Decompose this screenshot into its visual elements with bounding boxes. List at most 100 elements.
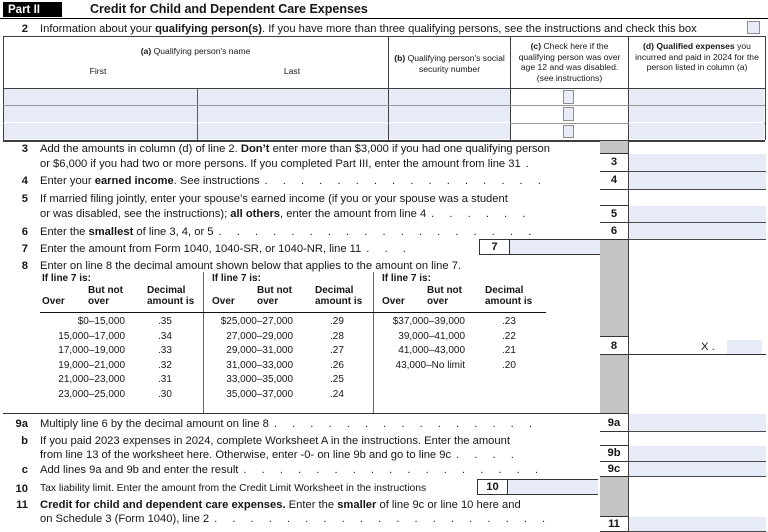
decimal-group2-header: If line 7 is: xyxy=(212,273,261,284)
line6-text: Enter the smallest of line 3, 4, or 5. .… xyxy=(40,225,532,238)
divider xyxy=(373,272,374,413)
person-1-qualified-expenses-field[interactable] xyxy=(629,88,764,105)
line7-number: 7 xyxy=(21,242,28,255)
part-ii-title: Credit for Child and Dependent Care Expe… xyxy=(90,2,368,16)
decimal-cell: .20 xyxy=(502,359,516,371)
line2-more-persons-checkbox[interactable] xyxy=(747,21,760,34)
divider xyxy=(3,36,765,37)
divider xyxy=(197,88,198,140)
spacer-cell xyxy=(600,189,628,206)
decimal-cell: .21 xyxy=(502,345,516,356)
person-2-disabled-checkbox[interactable] xyxy=(563,107,574,121)
line4-box-label: 4 xyxy=(600,171,628,190)
line9b-text-row2: from line 13 of the worksheet here. Othe… xyxy=(40,449,514,461)
over-header: Over xyxy=(212,296,235,307)
range-cell: 15,000–17,000 xyxy=(58,330,125,342)
range-cell: 21,000–23,000 xyxy=(58,374,125,385)
line3-amount-field[interactable] xyxy=(629,153,766,172)
line9a-box-label: 9a xyxy=(600,414,628,432)
person-row-1 xyxy=(0,88,768,106)
person-2-first-name-field[interactable] xyxy=(4,105,197,122)
line3-number: 3 xyxy=(21,143,28,155)
person-2-last-name-field[interactable] xyxy=(198,105,388,122)
line9b-amount-field[interactable] xyxy=(629,446,766,462)
line9c-number: c xyxy=(21,464,28,476)
line11-number: 11 xyxy=(16,498,28,511)
decimal-cell: .33 xyxy=(158,345,172,356)
part-ii-badge: Part II xyxy=(3,2,62,17)
part-ii-badge-label: Part II xyxy=(8,3,40,16)
line9c-amount-field[interactable] xyxy=(629,461,766,477)
decimal-amount-header: Decimal amount is xyxy=(147,285,195,307)
decimal-cell: .23 xyxy=(502,316,516,327)
decimal-cell: .24 xyxy=(330,388,344,400)
range-cell: 31,000–33,000 xyxy=(226,359,293,371)
shaded-cell xyxy=(600,240,628,337)
line9a-text: Multiply line 6 by the decimal amount on… xyxy=(40,418,532,430)
person-1-disabled-checkbox[interactable] xyxy=(563,90,574,104)
divider xyxy=(3,122,765,124)
shaded-cell xyxy=(600,140,628,154)
line7-amount-field[interactable] xyxy=(510,238,600,255)
decimal-cell: .25 xyxy=(330,374,344,385)
person-3-last-name-field[interactable] xyxy=(198,123,388,140)
line6-number: 6 xyxy=(21,225,28,238)
col-a-header: (a) Qualifying person's name xyxy=(140,46,251,56)
line5-text-row2: or was disabled, see the instructions); … xyxy=(40,207,526,220)
line8-decimal-field[interactable] xyxy=(727,339,762,354)
person-2-ssn-field[interactable] xyxy=(389,105,510,122)
decimal-cell: .26 xyxy=(330,359,344,371)
line9b-number: b xyxy=(21,434,28,447)
line8-text: Enter on line 8 the decimal amount shown… xyxy=(40,259,462,272)
line7-text: Enter the amount from Form 1040, 1040-SR… xyxy=(40,242,406,255)
over-header: Over xyxy=(42,296,65,307)
col-b-header: (b) Qualifying person's social security … xyxy=(394,53,505,74)
range-cell: $25,000–27,000 xyxy=(220,316,293,327)
col-d-header: (d) Qualified expenses you incurred and … xyxy=(635,41,759,73)
decimal-amount-header: Decimal amount is xyxy=(315,285,363,307)
line7-inline-box-label: 7 xyxy=(479,238,510,255)
decimal-cell: .22 xyxy=(502,330,516,342)
decimal-cell: .35 xyxy=(158,316,172,327)
person-1-ssn-field[interactable] xyxy=(389,88,510,105)
person-3-qualified-expenses-field[interactable] xyxy=(629,123,764,140)
person-3-first-name-field[interactable] xyxy=(4,123,197,140)
line6-amount-field[interactable] xyxy=(629,223,766,240)
line3-box-label: 3 xyxy=(600,153,628,172)
person-row-3 xyxy=(0,123,768,140)
line10-amount-field[interactable] xyxy=(508,478,598,495)
line9b-text-row1: If you paid 2023 expenses in 2024, compl… xyxy=(40,434,510,447)
line9a-amount-field[interactable] xyxy=(629,414,766,432)
person-3-disabled-checkbox[interactable] xyxy=(563,124,574,139)
person-1-last-name-field[interactable] xyxy=(198,88,388,105)
col-c-header: (c) Check here if the qualifying person … xyxy=(518,41,621,83)
line9a-number: 9a xyxy=(15,418,28,430)
line9b-box-label: 9b xyxy=(600,446,628,462)
line2-number: 2 xyxy=(21,23,28,35)
line4-amount-field[interactable] xyxy=(629,171,766,190)
col-a-last-label: Last xyxy=(283,66,301,76)
line11-text-row2: on Schedule 3 (Form 1040), line 2. . . .… xyxy=(40,513,546,525)
divider xyxy=(629,354,766,355)
range-cell: 39,000–41,000 xyxy=(398,330,465,342)
range-cell: $37,000–39,000 xyxy=(392,316,465,327)
divider xyxy=(40,311,546,313)
line4-text: Enter your earned income. See instructio… xyxy=(40,175,541,187)
line5-amount-field[interactable] xyxy=(629,206,766,223)
range-cell: 41,000–43,000 xyxy=(398,345,465,356)
spacer-cell xyxy=(600,432,628,446)
range-cell: 43,000–No limit xyxy=(395,359,465,371)
decimal-cell: .31 xyxy=(158,374,172,385)
line6-box-label: 6 xyxy=(600,223,628,240)
line8-multiply-label: X . xyxy=(701,341,715,353)
line4-number: 4 xyxy=(21,175,28,187)
decimal-group1-header: If line 7 is: xyxy=(42,273,91,284)
line3-text-row2: or $6,000 if you had two or more persons… xyxy=(40,157,529,170)
person-2-qualified-expenses-field[interactable] xyxy=(629,105,764,122)
person-1-first-name-field[interactable] xyxy=(4,88,197,105)
line11-amount-field[interactable] xyxy=(629,516,766,532)
over-header: Over xyxy=(382,296,405,307)
range-cell: 33,000–35,000 xyxy=(226,374,293,385)
person-3-ssn-field[interactable] xyxy=(389,123,510,140)
line10-number: 10 xyxy=(15,482,28,495)
